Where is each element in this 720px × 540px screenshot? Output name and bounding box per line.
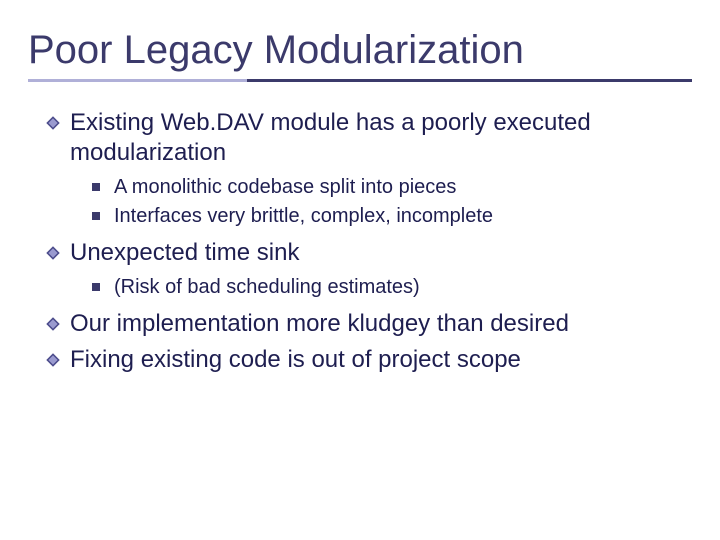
slide-title: Poor Legacy Modularization bbox=[28, 28, 692, 73]
bullet-text: Unexpected time sink bbox=[70, 238, 299, 268]
title-underline bbox=[28, 79, 692, 82]
sub-bullet-item: Interfaces very brittle, complex, incomp… bbox=[92, 203, 692, 229]
square-bullet-icon bbox=[92, 283, 100, 291]
bullet-item: Fixing existing code is out of project s… bbox=[46, 345, 692, 375]
slide-content: Existing Web.DAV module has a poorly exe… bbox=[28, 108, 692, 375]
bullet-text: Our implementation more kludgey than des… bbox=[70, 309, 569, 339]
sub-bullet-item: (Risk of bad scheduling estimates) bbox=[92, 274, 692, 300]
diamond-bullet-icon bbox=[46, 116, 60, 130]
bullet-item: Our implementation more kludgey than des… bbox=[46, 309, 692, 339]
sub-bullet-text: (Risk of bad scheduling estimates) bbox=[114, 274, 420, 300]
diamond-bullet-icon bbox=[46, 246, 60, 260]
bullet-text: Existing Web.DAV module has a poorly exe… bbox=[70, 108, 692, 168]
bullet-item: Existing Web.DAV module has a poorly exe… bbox=[46, 108, 692, 168]
square-bullet-icon bbox=[92, 183, 100, 191]
bullet-text: Fixing existing code is out of project s… bbox=[70, 345, 521, 375]
diamond-bullet-icon bbox=[46, 353, 60, 367]
sub-bullet-text: Interfaces very brittle, complex, incomp… bbox=[114, 203, 493, 229]
bullet-item: Unexpected time sink bbox=[46, 238, 692, 268]
sub-bullet-text: A monolithic codebase split into pieces bbox=[114, 174, 456, 200]
square-bullet-icon bbox=[92, 212, 100, 220]
sub-bullet-item: A monolithic codebase split into pieces bbox=[92, 174, 692, 200]
slide-container: Poor Legacy Modularization Existing Web.… bbox=[0, 0, 720, 540]
diamond-bullet-icon bbox=[46, 317, 60, 331]
